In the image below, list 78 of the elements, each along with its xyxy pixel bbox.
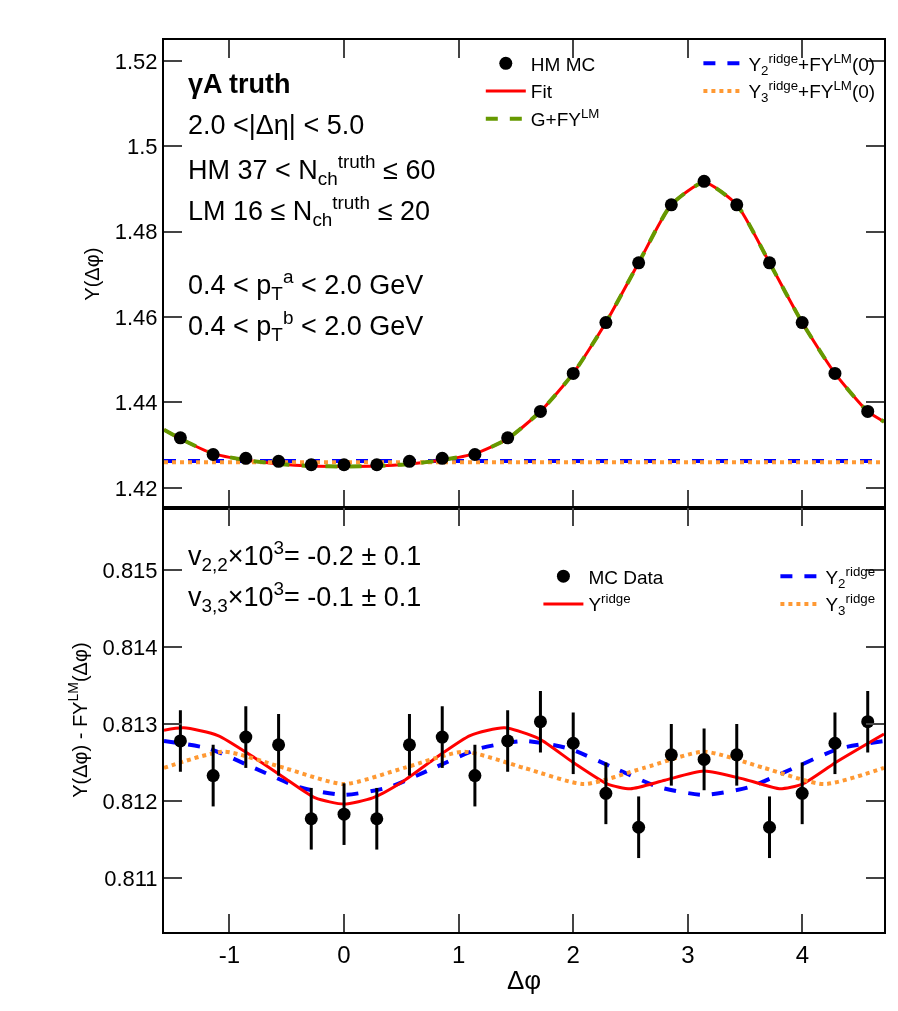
x-tick-label: 2 — [566, 940, 580, 968]
point — [533, 404, 547, 418]
y-tick-label: 1.48 — [114, 219, 158, 245]
x-tick-label: -1 — [218, 940, 241, 968]
line-series — [164, 738, 884, 797]
annotation: 0.4 < p$_{T}$$^{b}$ < 2.0 GeV — [188, 307, 424, 346]
point — [272, 454, 286, 468]
point — [468, 448, 482, 461]
point — [239, 730, 253, 744]
point — [664, 198, 678, 212]
y-tick-label: 1.52 — [114, 48, 158, 74]
point — [697, 174, 711, 188]
annotation: LM 16 ≤ N$_{ch}$$^{truth}$ ≤ 20 — [188, 192, 430, 231]
legend-label: HM MC — [530, 53, 596, 75]
point — [566, 736, 580, 750]
y-tick-label: 0.815 — [102, 557, 158, 583]
point — [272, 738, 286, 752]
point — [599, 316, 613, 330]
point — [173, 431, 187, 445]
point — [435, 730, 449, 744]
y-tick-label: 1.5 — [127, 134, 158, 159]
point — [599, 786, 613, 800]
point — [795, 786, 809, 800]
point — [730, 198, 744, 212]
legend-label: Y$^{ridge}$ — [588, 591, 631, 616]
y-tick-label: 1.44 — [114, 390, 158, 416]
y-tick-label: 0.813 — [102, 711, 158, 737]
annotation: v$_{2,2}$×10$^{3}$= -0.2 ± 0.1 — [188, 537, 422, 576]
legend-label: MC Data — [588, 566, 664, 588]
point — [402, 738, 416, 752]
point — [468, 769, 482, 783]
y-tick-label: 1.42 — [114, 475, 158, 501]
point — [795, 316, 809, 330]
point — [664, 748, 678, 762]
point — [304, 458, 318, 472]
point — [173, 734, 187, 748]
point — [566, 366, 580, 380]
point — [763, 820, 777, 834]
point — [337, 458, 351, 472]
point — [370, 812, 384, 826]
point — [206, 769, 220, 783]
point — [370, 458, 384, 472]
point — [828, 736, 842, 750]
annotation: γA truth — [188, 69, 291, 99]
y-tick-label: 1.46 — [114, 304, 158, 330]
x-tick-label: 1 — [451, 940, 466, 968]
y-tick-label: 0.811 — [104, 865, 158, 891]
point — [533, 715, 547, 729]
annotation: 0.4 < p$_{T}$$^{a}$ < 2.0 GeV — [188, 266, 424, 305]
point — [239, 451, 253, 465]
point — [828, 366, 842, 380]
legend-label: G+FY$^{LM}$ — [530, 106, 600, 131]
y-axis-title: Y(Δφ) — [80, 247, 103, 301]
point — [501, 734, 515, 748]
point — [632, 256, 646, 270]
legend-label: Y$_{2}$$^{ridge}$+FY$^{LM}$(0) — [748, 50, 876, 78]
x-tick-label: 4 — [795, 940, 810, 968]
annotation: HM 37 < N$_{ch}$$^{truth}$ ≤ 60 — [188, 151, 436, 190]
point — [763, 256, 777, 270]
point — [501, 431, 515, 445]
point — [402, 454, 416, 468]
y-tick-label: 0.812 — [102, 788, 158, 814]
x-tick-label: 0 — [337, 940, 351, 968]
point — [632, 820, 646, 834]
annotation: 2.0 <|Δη| < 5.0 — [188, 110, 365, 140]
legend-label: Y$_{3}$$^{ridge}$+FY$^{LM}$(0) — [748, 78, 876, 106]
x-tick-label: 3 — [681, 940, 695, 968]
point — [861, 404, 875, 418]
annotation: v$_{3,3}$×10$^{3}$= -0.1 ± 0.1 — [188, 578, 422, 617]
point — [206, 448, 220, 461]
point — [337, 807, 351, 821]
point — [730, 748, 744, 762]
legend-label: Fit — [530, 81, 553, 103]
point — [697, 752, 711, 766]
point — [435, 451, 449, 465]
x-axis-title: Δφ — [506, 965, 542, 995]
y-tick-label: 0.814 — [102, 634, 158, 660]
point — [304, 812, 318, 826]
